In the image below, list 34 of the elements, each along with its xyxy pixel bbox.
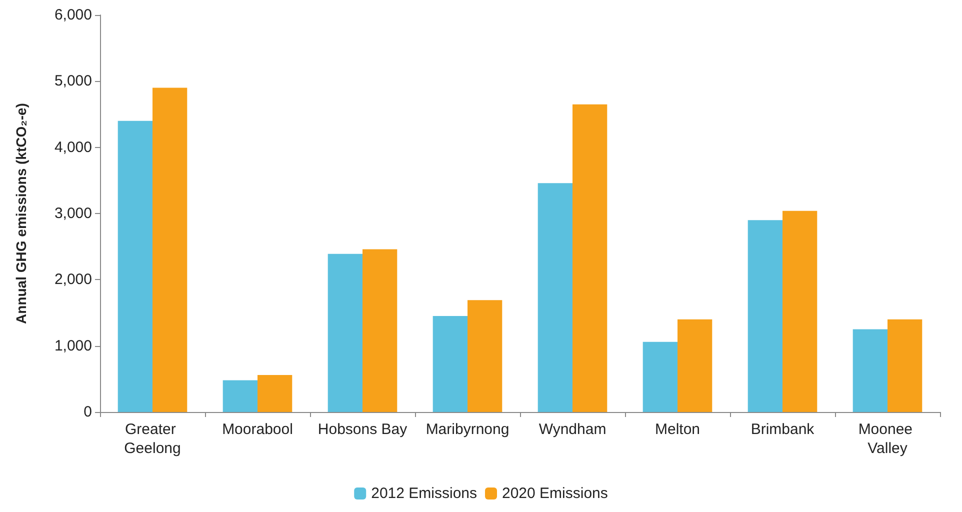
- bar: [152, 88, 188, 412]
- bar: [572, 104, 608, 412]
- bar: [782, 210, 818, 412]
- x-tick-label: Maribyrnong: [426, 421, 510, 438]
- y-tick-label: 2,000: [54, 271, 92, 288]
- x-tick-label: Hobsons Bay: [318, 421, 408, 438]
- legend-label: 2020 Emissions: [502, 485, 608, 502]
- x-tick-label: Moonee Valley: [858, 421, 917, 457]
- x-tick-label: Greater Geelong: [124, 421, 181, 457]
- bar: [852, 329, 888, 412]
- bar: [118, 120, 152, 412]
- bar: [538, 183, 572, 412]
- x-tick-label: Melton: [654, 421, 700, 438]
- bar: [222, 380, 258, 412]
- bar: [468, 300, 502, 412]
- y-tick-label: 0: [84, 404, 92, 420]
- y-tick-label: 1,000: [54, 337, 92, 354]
- legend-label: 2012 Emissions: [371, 485, 478, 502]
- x-tick-label: Moorabool: [222, 421, 293, 438]
- bar: [748, 220, 782, 412]
- y-tick-label: 5,000: [54, 72, 92, 90]
- bar: [258, 374, 292, 412]
- bar: [642, 342, 678, 412]
- y-tick-label: 6,000: [54, 6, 92, 24]
- x-tick-label: Brimbank: [750, 421, 815, 438]
- x-tick-label: Wyndham: [538, 421, 606, 438]
- y-tick-label: 4,000: [54, 138, 92, 156]
- bar: [888, 319, 922, 412]
- y-axis-title: Annual GHG emissions (ktCO₂-e): [13, 103, 29, 324]
- bar: [362, 249, 398, 412]
- y-tick-label: 3,000: [54, 205, 92, 222]
- bar: [432, 316, 468, 412]
- bar: [678, 319, 712, 412]
- bar: [328, 254, 362, 412]
